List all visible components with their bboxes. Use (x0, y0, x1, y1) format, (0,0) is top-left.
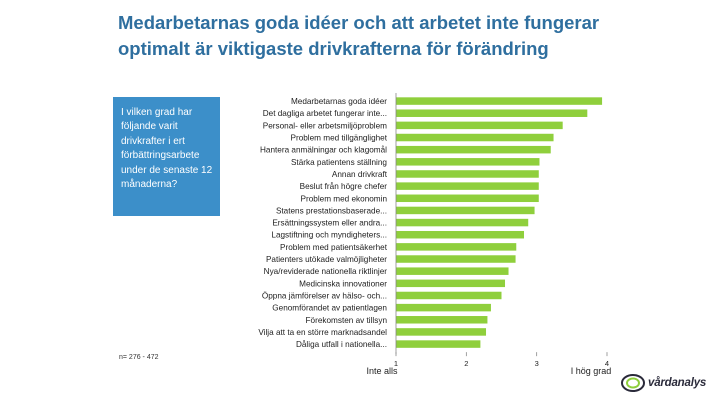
logo-text: vårdanalys (648, 377, 707, 389)
category-label: Hantera anmälningar och klagomål (260, 145, 387, 155)
bar (396, 303, 491, 312)
bar (396, 97, 603, 105)
category-label: Lagstiftning och myndigheters... (271, 231, 387, 240)
category-label: Nya/reviderade nationella riktlinjer (264, 267, 388, 276)
category-label: Ersättningssystem eller andra... (272, 219, 387, 228)
x-tick-label: 3 (535, 359, 539, 368)
x-end-label-low: Inte alls (366, 366, 398, 376)
bar (396, 145, 551, 154)
bar (396, 328, 487, 336)
bar (396, 291, 502, 300)
x-end-label-high: I hög grad (571, 366, 612, 376)
question-box: I vilken grad har följande varit drivkra… (113, 97, 220, 216)
title-line-1: Medarbetarnas goda idéer och att arbetet… (118, 12, 600, 33)
bar (396, 279, 506, 288)
bar (396, 133, 554, 142)
bar (396, 243, 517, 251)
question-text: I vilken grad har följande varit drivkra… (121, 107, 213, 191)
category-label: Medarbetarnas goda idéer (291, 97, 387, 106)
category-label: Problem med ekonomin (301, 194, 388, 203)
bar (396, 255, 516, 263)
category-label: Problem med patientsäkerhet (280, 243, 388, 252)
x-tick-label: 4 (605, 359, 609, 368)
bar (396, 121, 563, 130)
bar (396, 109, 588, 117)
category-label: Vilja att ta en större marknadsandel (258, 328, 387, 337)
bar (396, 206, 535, 215)
category-label: Öppna jämförelser av hälso- och... (262, 290, 387, 300)
category-label: Beslut från högre chefer (300, 181, 388, 191)
category-label: Statens prestationsbaserade... (276, 206, 387, 215)
category-label: Patienters utökade valmöjligheter (266, 255, 387, 264)
bar (396, 267, 509, 275)
x-tick-label: 2 (464, 359, 468, 368)
category-label: Stärka patientens ställning (291, 158, 387, 167)
title-line-2: optimalt är viktigaste drivkrafterna för… (118, 38, 549, 59)
x-tick-label: 1 (394, 359, 398, 368)
bar (396, 182, 539, 190)
category-label: Förekomsten av tillsyn (306, 316, 388, 325)
category-label: Medicinska innovationer (299, 279, 387, 288)
bar (396, 316, 488, 324)
logo-mark-icon (621, 374, 645, 392)
bar (396, 158, 540, 166)
bar (396, 194, 539, 203)
vardanalys-logo: vårdanalys (620, 370, 712, 396)
bar (396, 230, 525, 239)
category-label: Det dagliga arbetet fungerar inte... (263, 109, 387, 118)
category-label: Genomförandet av patientlagen (272, 304, 387, 313)
category-label: Dåliga utfall i nationella... (296, 339, 387, 349)
sample-size-note: n= 276 - 472 (119, 354, 159, 361)
category-label: Problem med tillgänglighet (291, 134, 388, 143)
bar (396, 218, 529, 227)
category-label: Annan drivkraft (332, 170, 388, 179)
category-label: Personal- eller arbetsmiljöproblem (263, 121, 387, 130)
page-title: Medarbetarnas goda idéer och att arbetet… (118, 10, 698, 62)
bar (396, 170, 539, 178)
bar (396, 340, 481, 348)
